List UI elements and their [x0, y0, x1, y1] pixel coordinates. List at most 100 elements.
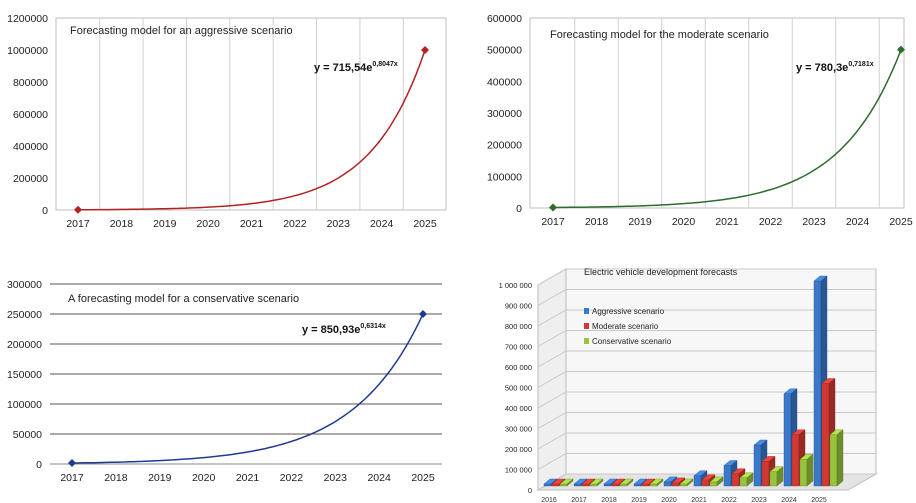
bar [799, 453, 814, 487]
y-tick-label: 100000 [7, 399, 42, 411]
x-tick-label: 2024 [846, 216, 870, 228]
data-markers [74, 46, 429, 214]
x-tick-label: 2024 [781, 497, 797, 503]
x-tick-label: 2020 [196, 218, 220, 230]
legend: Aggressive scenario Moderate scenario Cons… [584, 307, 672, 346]
gridline [537, 453, 876, 470]
gridline [537, 432, 876, 450]
legend-label: Conservative scenario [592, 337, 672, 346]
chart-title: Forecasting model for the moderate scena… [550, 29, 769, 41]
y-tick-label: 200 000 [505, 445, 532, 454]
y-axis-ticks: 0 100000 200000 300000 400000 500000 600000 [487, 13, 522, 215]
grid [50, 283, 442, 465]
trend-equation: y = 715,54e0,8047x [314, 61, 398, 74]
x-tick-label: 2025 [889, 216, 913, 228]
x-axis-ticks: 2016 2017 2018 2019 2020 2021 2022 2023 2024 2025 [541, 497, 827, 503]
y-tick-label: 400000 [487, 76, 522, 88]
y-tick-label: 600000 [487, 13, 522, 25]
x-tick-label: 2022 [280, 472, 304, 484]
gridline [537, 350, 876, 368]
x-tick-label: 2023 [327, 218, 351, 230]
bar [589, 478, 604, 487]
data-point-marker [421, 46, 429, 54]
x-tick-label: 2025 [413, 218, 437, 230]
x-tick-label: 2020 [192, 472, 216, 484]
y-tick-label: 200000 [13, 173, 48, 185]
bar [829, 429, 844, 487]
y-tick-label: 300 000 [505, 425, 532, 434]
y-tick-label: 100000 [487, 171, 522, 183]
x-tick-label: 2021 [240, 218, 264, 230]
y-tick-label: 100 000 [505, 466, 532, 475]
bar [769, 466, 784, 487]
data-point-marker [549, 203, 557, 212]
gridline [537, 371, 876, 388]
gridline [537, 268, 876, 286]
x-tick-label: 2024 [370, 218, 394, 230]
x-axis-ticks: 2017 2018 2019 2020 2021 2022 2023 2024 2025 [60, 472, 435, 484]
x-tick-label: 2018 [601, 497, 617, 503]
bar-series [543, 275, 844, 487]
y-axis-ticks: 0 200000 400000 600000 800000 1000000 1200000 [7, 13, 48, 217]
x-tick-label: 2020 [661, 497, 677, 503]
chart-title: Forecasting model for an aggressive scen… [70, 25, 293, 37]
x-tick-label: 2021 [691, 497, 707, 503]
x-tick-label: 2023 [324, 472, 348, 484]
data-markers [68, 310, 427, 468]
y-tick-label: 600 000 [505, 363, 532, 372]
bar [739, 472, 754, 487]
x-tick-label: 2018 [110, 218, 134, 230]
plot-area [55, 17, 447, 211]
x-tick-label: 2022 [759, 216, 783, 228]
x-tick-label: 2017 [66, 218, 90, 230]
y-tick-label: 500000 [487, 45, 522, 57]
y-tick-label: 1000000 [7, 45, 48, 57]
y-tick-label: 300000 [7, 279, 42, 291]
y-tick-label: 500 000 [505, 384, 532, 393]
trend-curve [72, 313, 424, 464]
y-tick-label: 0 [42, 205, 48, 217]
chart-title: A forecasting model for a conservative s… [68, 293, 299, 305]
y-tick-label: 50000 [13, 429, 42, 441]
gridline [537, 309, 876, 327]
legend-label: Moderate scenario [592, 322, 659, 331]
x-tick-label: 2021 [715, 216, 739, 228]
y-tick-label: 700 000 [505, 343, 532, 352]
trend-curve [553, 49, 902, 209]
y-tick-label: 0 [36, 459, 42, 471]
y-tick-label: 250000 [7, 309, 42, 321]
legend-swatch [584, 323, 589, 329]
gridline [537, 412, 876, 429]
x-tick-label: 2018 [104, 472, 128, 484]
data-point-marker [897, 45, 905, 54]
gridline [537, 289, 876, 306]
x-tick-label: 2020 [672, 216, 696, 228]
x-tick-label: 2021 [236, 472, 260, 484]
data-point-marker [74, 205, 82, 214]
y-tick-label: 800000 [13, 77, 48, 89]
y-tick-label: 1 000 000 [499, 281, 532, 290]
x-tick-label: 2023 [802, 216, 826, 228]
y-tick-label: 0 [528, 486, 532, 495]
x-tick-label: 2017 [571, 497, 587, 503]
y-tick-label: 0 [516, 203, 522, 215]
y-tick-label: 900 000 [505, 302, 532, 311]
y-tick-label: 1200000 [7, 13, 48, 25]
y-axis-ticks: 0 100 000 200 000 300 000 400 000 500 000 600 … [499, 268, 876, 495]
bar [709, 476, 724, 487]
x-tick-label: 2025 [811, 497, 827, 503]
conservative-forecast-chart: A forecasting model for a conservative s… [7, 279, 442, 484]
x-tick-label: 2019 [148, 472, 172, 484]
y-tick-label: 800 000 [505, 322, 532, 331]
x-tick-label: 2023 [751, 497, 767, 503]
legend-swatch [584, 338, 589, 344]
trend-curve [78, 49, 426, 211]
moderate-forecast-chart: Forecasting model for the moderate scena… [487, 13, 913, 228]
bar [649, 478, 664, 487]
bar [559, 478, 574, 487]
x-tick-label: 2018 [585, 216, 609, 228]
x-tick-label: 2017 [541, 216, 565, 228]
x-tick-label: 2022 [721, 497, 737, 503]
x-axis-ticks: 2017 2018 2019 2020 2021 2022 2023 2024 2025 [541, 216, 913, 228]
y-tick-label: 300000 [487, 108, 522, 120]
